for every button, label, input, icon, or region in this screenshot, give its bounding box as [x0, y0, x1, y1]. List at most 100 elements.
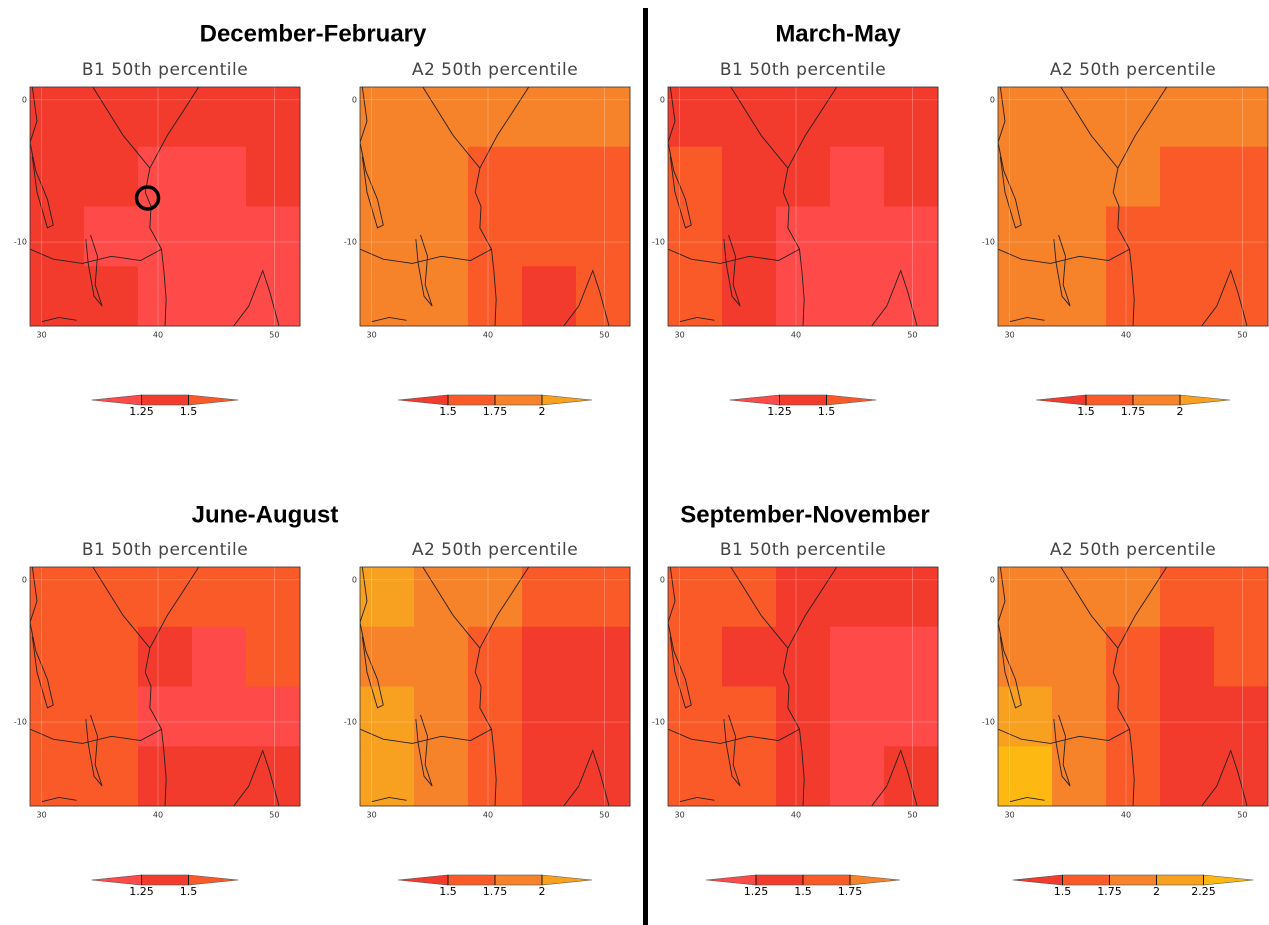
x-tick-label: 30 [37, 811, 47, 820]
grid-cell [998, 746, 1053, 807]
coastline [1117, 87, 1168, 169]
coastline [730, 567, 805, 806]
colorbar-end [1203, 874, 1254, 886]
colorbar-label: 2 [539, 405, 546, 418]
season-title: June-August [192, 501, 339, 528]
grid-cell [776, 146, 831, 207]
panel-title: B1 50th percentile [720, 60, 886, 80]
x-tick-label: 50 [269, 811, 279, 820]
grid-cell [1214, 206, 1269, 267]
map-frame [667, 566, 939, 807]
grid-cell [1214, 746, 1269, 807]
colorbar-end [849, 874, 901, 886]
colorbar-segment [1132, 394, 1181, 406]
grid-cell [30, 206, 85, 267]
colorbar-end [188, 394, 239, 406]
coastline [1201, 749, 1248, 806]
grid-cell [884, 87, 939, 148]
grid-cell [830, 567, 885, 628]
colorbar: 1.25 1.5 [91, 394, 239, 418]
grid-cell [414, 206, 469, 267]
grid-cell [192, 146, 247, 207]
colorbar-label: 1.5 [180, 405, 198, 418]
grid-cell [84, 746, 139, 807]
grid-cell [884, 746, 939, 807]
coastline [998, 87, 1022, 229]
grid-cell [722, 206, 777, 267]
x-tick-label: 50 [1237, 331, 1247, 340]
x-tick-label: 40 [153, 331, 163, 340]
colorbar-end [1179, 394, 1231, 406]
grid-cell [668, 567, 723, 628]
grid-cell [192, 87, 247, 148]
grid-cell [30, 146, 85, 207]
grid-cell [998, 206, 1053, 267]
map-frame [997, 566, 1269, 807]
grid-cell [1214, 266, 1269, 327]
grid-cell [722, 746, 777, 807]
colorbar-end [729, 394, 780, 406]
season-title: September-November [680, 501, 929, 528]
grid-cell [192, 567, 247, 628]
map-panel: 30 40 50 0 -10 [652, 86, 939, 340]
grid-cell [576, 146, 631, 207]
map-frame [997, 86, 1269, 327]
colorbar-segment [1062, 874, 1110, 886]
x-tick-label: 50 [907, 331, 917, 340]
coastline [360, 567, 384, 709]
grid-cell [84, 626, 139, 687]
grid-cell [1160, 146, 1215, 207]
grid-cell [192, 686, 247, 747]
grid-cell [998, 87, 1053, 148]
grid-cell [998, 686, 1053, 747]
y-tick-label: 0 [660, 575, 665, 584]
grid-cell [468, 626, 523, 687]
grid-cell [576, 686, 631, 747]
grid-cell [830, 146, 885, 207]
y-tick-label: 0 [990, 95, 995, 104]
panel-title: B1 50th percentile [720, 540, 886, 560]
y-tick-label: -10 [344, 238, 357, 247]
grid-cell [668, 206, 723, 267]
y-tick-label: -10 [652, 718, 665, 727]
grid-cell [468, 87, 523, 148]
colorbar-label: 2 [539, 885, 546, 898]
panel-title: A2 50th percentile [412, 60, 578, 80]
x-tick-label: 30 [37, 331, 47, 340]
coastline [30, 87, 54, 229]
colorbar-label: 1.75 [483, 885, 508, 898]
coastline [360, 728, 492, 744]
grid-cell [576, 626, 631, 687]
colorbar-label: 1.25 [129, 405, 154, 418]
x-tick-label: 30 [1005, 811, 1015, 820]
colorbar-label: 2 [1153, 885, 1160, 898]
coastline [1009, 317, 1045, 323]
grid-cell [1052, 746, 1107, 807]
colorbar-segment [447, 874, 496, 886]
colorbar: 1.5 1.75 2 [397, 874, 593, 898]
coastline [1053, 714, 1071, 787]
y-tick-label: 0 [660, 95, 665, 104]
colorbar-label: 1.75 [1097, 885, 1122, 898]
grid-cell [1160, 206, 1215, 267]
y-tick-label: -10 [982, 238, 995, 247]
grid-cell [246, 266, 301, 327]
colorbar-label: 1.5 [180, 885, 198, 898]
colorbar: 1.25 1.5 1.75 [705, 874, 901, 898]
colorbar-segment [755, 874, 804, 886]
grid-cell [668, 87, 723, 148]
y-tick-label: -10 [982, 718, 995, 727]
grid-cell [360, 87, 415, 148]
colorbar-label: 1.5 [1054, 885, 1072, 898]
colorbar-end [541, 874, 593, 886]
x-tick-label: 50 [1237, 811, 1247, 820]
grid-cell [522, 686, 577, 747]
x-tick-label: 40 [153, 811, 163, 820]
grid-cell [884, 567, 939, 628]
colorbar-label: 1.75 [838, 885, 863, 898]
grid-cell [668, 746, 723, 807]
map-panel: 30 40 50 0 -10 [14, 86, 301, 340]
x-tick-label: 40 [483, 331, 493, 340]
coastline [871, 749, 918, 806]
grid-cell [1106, 146, 1161, 207]
